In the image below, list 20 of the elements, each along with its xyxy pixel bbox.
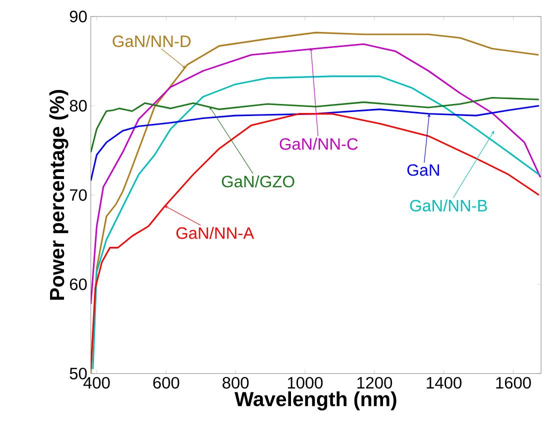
x-tick-label: 1400 xyxy=(426,377,462,389)
x-tick-label: 1600 xyxy=(496,377,531,389)
y-tick-label: 90 xyxy=(70,10,87,22)
y-tick-label: 80 xyxy=(70,100,87,112)
x-axis-title: Wavelength (nm) xyxy=(234,391,396,410)
y-tick-label: 60 xyxy=(70,278,87,290)
x-tick-label: 1200 xyxy=(357,377,392,389)
y-tick-label: 50 xyxy=(70,368,87,380)
x-tick-label: 800 xyxy=(222,377,249,389)
y-tick-label: 70 xyxy=(70,189,87,201)
y-axis-title: Power percentage (%) xyxy=(49,90,68,300)
annotation: GaN/NN-D xyxy=(112,35,191,48)
annotation: GaN xyxy=(407,164,439,176)
annotation: GaN/NN-C xyxy=(280,138,358,150)
annotation: GaN/NN-A xyxy=(176,226,254,240)
x-tick-label: 1000 xyxy=(288,377,323,389)
x-tick-label: 400 xyxy=(83,377,110,389)
annotation: GaN/GZO xyxy=(222,175,294,188)
annotation: GaN/NN-B xyxy=(410,200,487,212)
x-tick-label: 600 xyxy=(153,377,180,389)
